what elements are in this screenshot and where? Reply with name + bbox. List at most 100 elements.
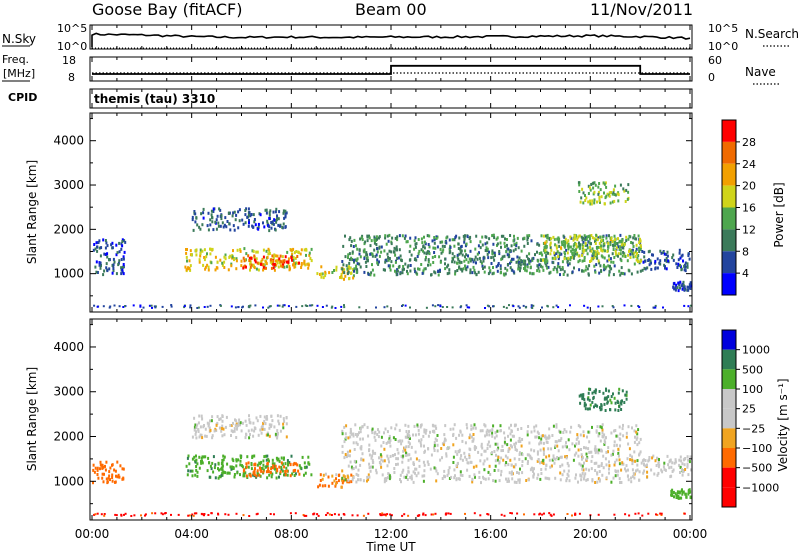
range-cell	[303, 259, 306, 263]
range-cell	[266, 431, 269, 435]
range-cell	[204, 267, 207, 271]
range-cell	[378, 246, 381, 250]
range-cell	[402, 468, 405, 472]
range-cell	[492, 266, 494, 269]
range-cell	[385, 441, 388, 445]
range-cell	[235, 213, 238, 217]
range-cell	[361, 452, 364, 456]
range-cell	[486, 247, 489, 251]
range-cell	[550, 464, 553, 468]
range-cell	[367, 434, 370, 438]
range-cell	[413, 239, 416, 243]
range-cell	[586, 306, 589, 309]
range-cell	[443, 474, 446, 478]
range-cell	[581, 259, 584, 263]
range-cell	[101, 466, 104, 470]
range-cell	[409, 457, 412, 461]
range-cell	[395, 457, 398, 461]
range-cell	[545, 240, 548, 244]
range-cell	[596, 471, 599, 475]
range-cell	[227, 268, 230, 272]
range-cell	[340, 272, 343, 276]
range-cell	[595, 238, 598, 242]
range-cell	[514, 445, 517, 449]
range-cell	[253, 429, 256, 433]
range-cell	[583, 234, 586, 238]
range-cell	[362, 514, 365, 517]
range-cell	[262, 255, 265, 259]
range-cell	[108, 258, 110, 262]
range-cell	[287, 461, 289, 465]
range-cell	[348, 266, 350, 270]
range-cell	[403, 267, 405, 271]
range-cell	[503, 514, 506, 517]
range-cell	[248, 219, 250, 222]
range-cell	[610, 431, 613, 435]
range-cell	[194, 473, 197, 477]
range-cell	[106, 481, 109, 485]
range-cell	[544, 434, 547, 438]
range-cell	[500, 456, 503, 460]
range-cell	[634, 254, 637, 258]
range-cell	[607, 245, 609, 249]
range-cell	[218, 418, 221, 421]
power-colorbar-label: Power [dB]	[772, 182, 786, 247]
range-cell	[674, 288, 677, 292]
range-cell	[673, 495, 675, 499]
range-cell	[380, 444, 383, 448]
range-cell	[356, 442, 359, 446]
range-cell	[439, 240, 442, 244]
range-cell	[297, 469, 300, 473]
range-cell	[476, 252, 479, 256]
range-cell	[646, 475, 649, 479]
range-cell	[366, 479, 368, 483]
range-cell	[463, 259, 466, 263]
range-cell	[226, 471, 229, 475]
range-cell	[437, 273, 440, 277]
range-cell	[439, 260, 442, 264]
range-cell	[426, 250, 429, 254]
range-cell	[377, 428, 379, 432]
range-cell	[433, 466, 436, 470]
range-cell	[630, 480, 633, 484]
range-cell	[275, 456, 278, 460]
range-cell	[478, 256, 481, 260]
range-cell	[244, 436, 247, 440]
range-cell	[688, 257, 691, 261]
range-cell	[395, 245, 398, 249]
range-cell	[99, 460, 102, 464]
range-cell	[589, 387, 592, 391]
range-cell	[569, 235, 572, 239]
range-cell	[253, 218, 256, 221]
range-cell	[410, 477, 413, 481]
range-cell	[637, 254, 640, 257]
range-cell	[274, 432, 277, 436]
range-cell	[594, 481, 597, 484]
range-cell	[428, 234, 431, 238]
range-cell	[194, 212, 197, 216]
range-cell	[198, 455, 201, 459]
range-cell	[282, 426, 285, 430]
range-cell	[324, 270, 327, 274]
range-cell	[604, 396, 607, 400]
range-cell	[150, 304, 153, 307]
range-cell	[590, 256, 593, 260]
range-cell	[587, 391, 590, 395]
range-cell	[559, 455, 562, 459]
range-cell	[530, 304, 533, 307]
range-cell	[680, 268, 683, 272]
range-cell	[371, 465, 374, 469]
range-cell	[235, 512, 238, 515]
range-cell	[583, 404, 586, 408]
range-cell	[101, 476, 104, 480]
date-title: 11/Nov/2011	[590, 0, 694, 19]
range-cell	[599, 264, 602, 268]
range-cell	[256, 469, 259, 473]
range-cell	[368, 236, 371, 240]
range-cell	[508, 253, 510, 257]
range-cell	[509, 438, 512, 442]
range-cell	[273, 462, 276, 466]
range-cell	[676, 490, 679, 494]
